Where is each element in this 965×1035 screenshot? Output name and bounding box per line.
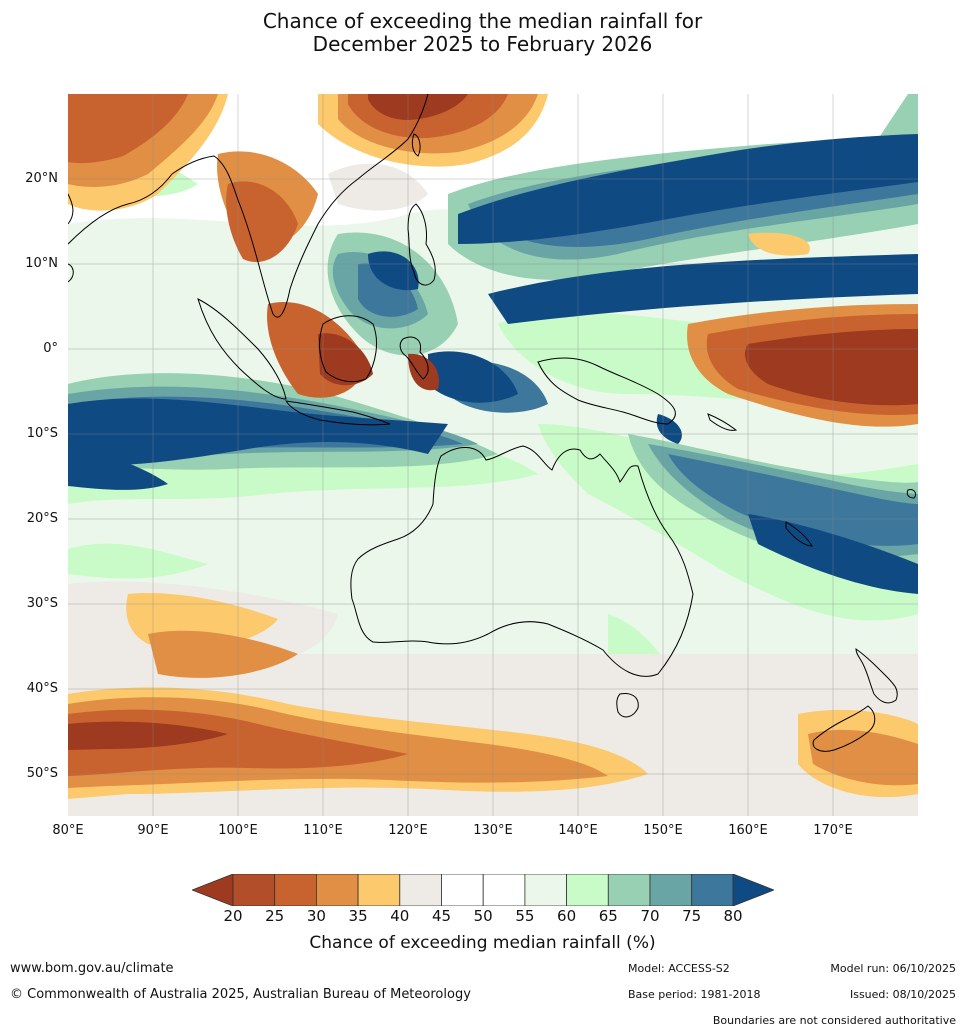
boundaries-disclaimer: Boundaries are not considered authoritat…	[712, 1014, 956, 1027]
colorbar-segment-70-75	[649, 874, 693, 906]
lat-label-10n: 10°N	[25, 256, 58, 271]
colorbar-tick-55: 55	[515, 907, 535, 925]
copyright: © Commonwealth of Australia 2025, Austra…	[10, 987, 471, 1002]
colorbar-segment-60-65	[566, 874, 609, 906]
map-title: Chance of exceeding the median rainfall …	[0, 10, 965, 56]
lat-label-0: 0°	[43, 341, 58, 356]
india-coastline	[68, 193, 74, 225]
colorbar-tick-40: 40	[390, 907, 410, 925]
lon-label-140e: 140°E	[558, 823, 598, 838]
colorbar-tick-70: 70	[640, 907, 660, 925]
fiji-coastline	[906, 489, 917, 499]
sri-lanka-coastline	[68, 263, 74, 283]
base-period: Base period: 1981-2018	[628, 988, 761, 1001]
colorbar-segment-55-60	[524, 874, 567, 906]
colorbar-segment-75-80	[691, 874, 734, 906]
colorbar-tick-65: 65	[598, 907, 618, 925]
title-line-1: Chance of exceeding the median rainfall …	[262, 9, 703, 33]
lon-label-110e: 110°E	[303, 823, 343, 838]
colorbar-tick-30: 30	[306, 907, 326, 925]
lat-label-10s: 10°S	[26, 426, 58, 441]
colorbar-segment-50-55	[482, 874, 526, 906]
graticule	[68, 94, 918, 816]
philippines-coastline	[407, 203, 436, 286]
lon-label-120e: 120°E	[388, 823, 428, 838]
colorbar-tick-80: 80	[723, 907, 743, 925]
colorbar-tick-60: 60	[557, 907, 577, 925]
sulawesi-coastline	[399, 336, 429, 380]
new-zealand-north-coastline	[855, 648, 898, 704]
lat-label-40s: 40°S	[26, 681, 58, 696]
colorbar-tick-25: 25	[265, 907, 285, 925]
lat-label-20s: 20°S	[26, 511, 58, 526]
model-run: Model run: 06/10/2025	[830, 962, 956, 975]
colorbar-tick-35: 35	[348, 907, 368, 925]
asia-coastline	[68, 94, 429, 318]
colorbar-tick-20: 20	[223, 907, 243, 925]
lon-label-90e: 90°E	[137, 823, 169, 838]
colorbar-low-arrow	[192, 874, 234, 906]
tasmania-coastline	[616, 693, 639, 718]
colorbar-segment-25-30	[274, 874, 317, 906]
colorbar-tick-50: 50	[473, 907, 493, 925]
lat-label-20n: 20°N	[25, 171, 58, 186]
colorbar-segment-65-70	[607, 874, 651, 906]
colorbar-segment-35-40	[357, 874, 401, 906]
title-line-2: December 2025 to February 2026	[312, 32, 653, 56]
borneo-coastline	[319, 315, 377, 383]
colorbar-segment-20-25	[232, 874, 276, 906]
lon-label-130e: 130°E	[473, 823, 513, 838]
colorbar-tick-45: 45	[431, 907, 452, 925]
sumatra-coastline	[197, 298, 287, 400]
lon-label-80e: 80°E	[52, 823, 84, 838]
lat-label-50s: 50°S	[26, 766, 58, 781]
map-canvas	[68, 94, 918, 816]
lon-label-150e: 150°E	[643, 823, 683, 838]
colorbar-segment-30-35	[316, 874, 359, 906]
new-caledonia-coastline	[785, 521, 813, 547]
colorbar	[192, 874, 774, 906]
issued-date: Issued: 08/10/2025	[849, 988, 956, 1001]
new-zealand-south-coastline	[812, 705, 876, 752]
colorbar-segment-45-50	[441, 874, 484, 906]
coastlines	[68, 94, 917, 752]
colorbar-tick-75: 75	[682, 907, 702, 925]
brown-areas	[68, 94, 918, 750]
lon-label-160e: 160°E	[728, 823, 768, 838]
model-info: Model: ACCESS-S2	[628, 962, 730, 975]
lat-label-30s: 30°S	[26, 596, 58, 611]
australia-coastline	[350, 445, 694, 677]
rainfall-map[interactable]	[68, 94, 918, 816]
java-coastline	[284, 400, 391, 426]
navy-areas	[68, 134, 918, 594]
colorbar-title: Chance of exceeding median rainfall (%)	[309, 933, 656, 953]
solomon-islands-coastline	[707, 413, 738, 431]
new-guinea-coastline	[537, 357, 676, 425]
lon-label-100e: 100°E	[218, 823, 258, 838]
taiwan-coastline	[411, 133, 421, 157]
colorbar-segment-40-45	[399, 874, 442, 906]
lon-label-170e: 170°E	[813, 823, 853, 838]
colorbar-high-arrow	[732, 874, 774, 906]
website-link[interactable]: www.bom.gov.au/climate	[10, 961, 174, 976]
